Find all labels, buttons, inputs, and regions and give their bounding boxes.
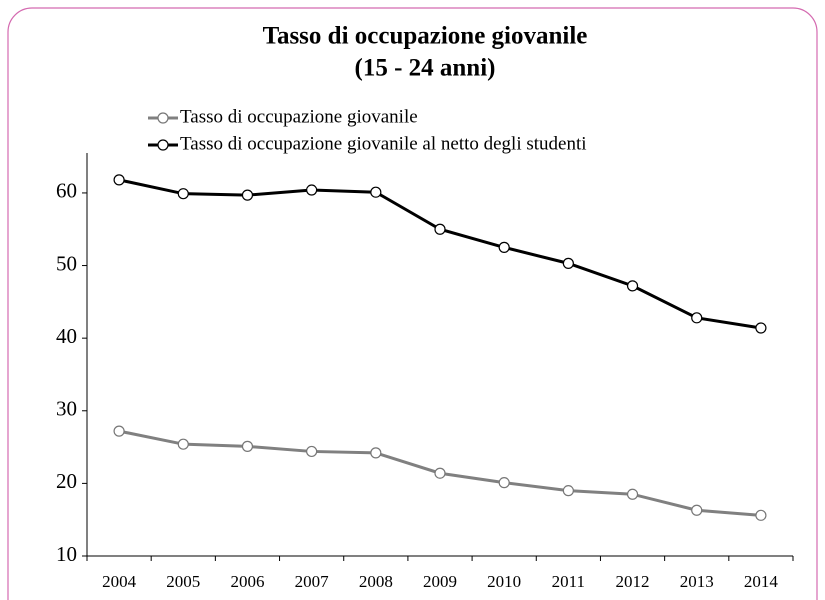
data-point [691, 504, 703, 516]
x-tick-label: 2007 [295, 572, 330, 591]
chart-title: Tasso di occupazione giovanile [263, 23, 588, 50]
x-tick-label: 2005 [166, 572, 200, 591]
legend-marker [157, 139, 169, 151]
y-tick-label: 20 [56, 469, 77, 493]
data-point [626, 488, 639, 500]
data-point [434, 223, 446, 235]
x-tick-label: 2010 [487, 572, 521, 591]
data-point [755, 509, 767, 521]
data-point [498, 477, 510, 489]
x-tick-label: 2004 [102, 572, 137, 591]
y-tick-label: 10 [56, 542, 77, 566]
x-tick-label: 2013 [680, 572, 714, 591]
legend-marker [157, 112, 169, 124]
data-point [177, 438, 189, 450]
y-tick-label: 30 [56, 397, 77, 421]
data-point [113, 174, 125, 186]
data-point [434, 467, 446, 479]
x-tick-label: 2012 [616, 572, 650, 591]
y-tick-label: 40 [56, 324, 77, 348]
data-point [177, 188, 189, 200]
legend-label: Tasso di occupazione giovanile [180, 106, 418, 127]
data-point [498, 241, 510, 253]
x-tick-label: 2008 [359, 572, 393, 591]
data-point [562, 257, 574, 269]
x-tick-label: 2009 [423, 572, 457, 591]
chart-frame [7, 7, 818, 600]
data-point [241, 189, 254, 201]
data-point [306, 445, 318, 458]
data-point [241, 440, 254, 452]
chart-subtitle: (15 - 24 anni) [355, 55, 496, 82]
data-point [370, 186, 382, 198]
y-tick-label: 60 [56, 179, 77, 203]
data-point [691, 312, 703, 324]
data-point [755, 322, 767, 334]
x-tick-label: 2006 [230, 572, 264, 591]
data-point [626, 280, 639, 292]
x-tick-label: 2011 [552, 572, 585, 591]
data-point [562, 485, 574, 497]
y-tick-label: 50 [56, 251, 77, 275]
x-tick-label: 2014 [744, 572, 779, 591]
data-point [370, 447, 382, 459]
data-point [306, 184, 318, 196]
legend-label: Tasso di occupazione giovanile al netto … [180, 133, 587, 154]
data-point [113, 425, 125, 437]
